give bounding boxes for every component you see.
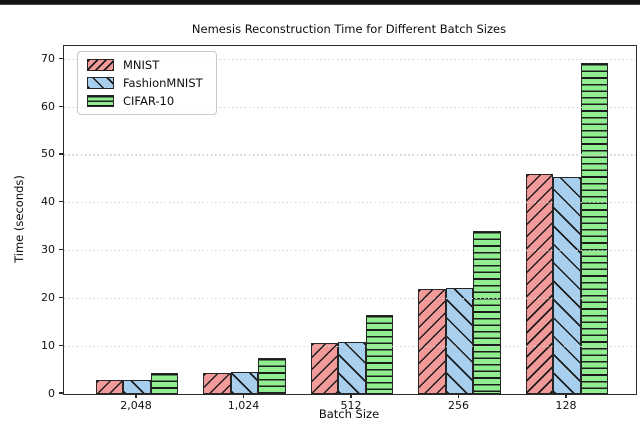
gridline-50 (64, 154, 636, 156)
gridline-20 (64, 297, 636, 299)
bar-mnist-2-048 (95, 379, 124, 394)
y-tick-mark-70 (58, 57, 63, 60)
bar-cifar-10-128 (580, 62, 609, 394)
x-tick-mark-2-048 (135, 394, 137, 399)
chart-title: Nemesis Reconstruction Time for Differen… (191, 22, 507, 36)
bar-group-2-048 (95, 46, 179, 394)
y-tick-label-10: 10 (41, 338, 55, 352)
bar-mnist-512 (310, 342, 339, 394)
bar-group-256 (418, 46, 501, 394)
y-tick-label-20: 20 (41, 290, 55, 304)
legend-entry-fashionmnist: FashionMNIST (87, 76, 203, 90)
x-tick-label-2-048: 2,048 (120, 399, 152, 412)
bar-group-512 (310, 46, 394, 394)
bar-fashionmnist-128 (553, 176, 581, 394)
y-tick-label-40: 40 (41, 195, 55, 209)
gridline-70 (64, 58, 636, 60)
bar-mnist-1-024 (203, 373, 231, 394)
legend-label-mnist: MNIST (123, 58, 160, 72)
x-tick-mark-1-024 (242, 394, 245, 399)
legend-entry-mnist: MNIST (87, 58, 203, 72)
bar-mnist-256 (418, 288, 446, 394)
x-tick-label-1-024: 1,024 (227, 399, 260, 412)
y-tick-mark-20 (58, 296, 63, 299)
y-tick-label-50: 50 (41, 147, 55, 161)
x-tick-mark-128 (565, 394, 567, 399)
bar-cifar-10-512 (365, 315, 394, 394)
y-tick-mark-10 (58, 344, 63, 346)
gridline-40 (64, 202, 636, 204)
bar-cifar-10-2-048 (150, 372, 179, 394)
y-tick-label-60: 60 (41, 99, 55, 113)
legend-label-fashionmnist: FashionMNIST (123, 76, 203, 90)
legend-entry-cifar-10: CIFAR-10 (87, 94, 203, 108)
page-divider (0, 0, 640, 5)
y-tick-label-70: 70 (41, 51, 55, 65)
y-tick-mark-0 (58, 392, 63, 394)
y-tick-mark-30 (58, 248, 63, 251)
bar-mnist-128 (525, 174, 554, 394)
bar-fashionmnist-512 (338, 341, 366, 394)
bar-group-128 (525, 46, 609, 394)
gridline-10 (64, 345, 636, 347)
bar-group-1-024 (203, 46, 286, 394)
bar-fashionmnist-256 (445, 287, 474, 394)
y-tick-mark-40 (58, 201, 63, 203)
legend-label-cifar-10: CIFAR-10 (123, 94, 175, 108)
legend-swatch-mnist (87, 59, 114, 71)
gridline-30 (64, 249, 636, 252)
legend: MNIST FashionMNIST CIFAR-10 (77, 51, 217, 115)
bar-fashionmnist-2-048 (123, 380, 151, 394)
y-tick-mark-50 (58, 153, 63, 155)
bar-fashionmnist-1-024 (230, 371, 259, 394)
x-tick-label-256: 256 (448, 399, 469, 412)
gridline-60 (64, 106, 636, 108)
x-axis-label: Batch Size (318, 407, 380, 421)
legend-swatch-cifar-10 (87, 95, 114, 107)
x-tick-label-512: 512 (340, 399, 362, 412)
y-tick-label-30: 30 (41, 243, 55, 257)
y-tick-label-0: 0 (48, 386, 55, 400)
x-tick-mark-512 (350, 394, 352, 399)
plot-area: MNIST FashionMNIST CIFAR-10 (63, 45, 637, 395)
x-tick-label-128: 128 (555, 399, 577, 412)
legend-swatch-fashionmnist (87, 77, 114, 89)
bar-cifar-10-1-024 (258, 358, 286, 394)
y-tick-mark-60 (58, 105, 63, 107)
bar-cifar-10-256 (473, 230, 501, 394)
x-tick-mark-256 (457, 394, 460, 399)
